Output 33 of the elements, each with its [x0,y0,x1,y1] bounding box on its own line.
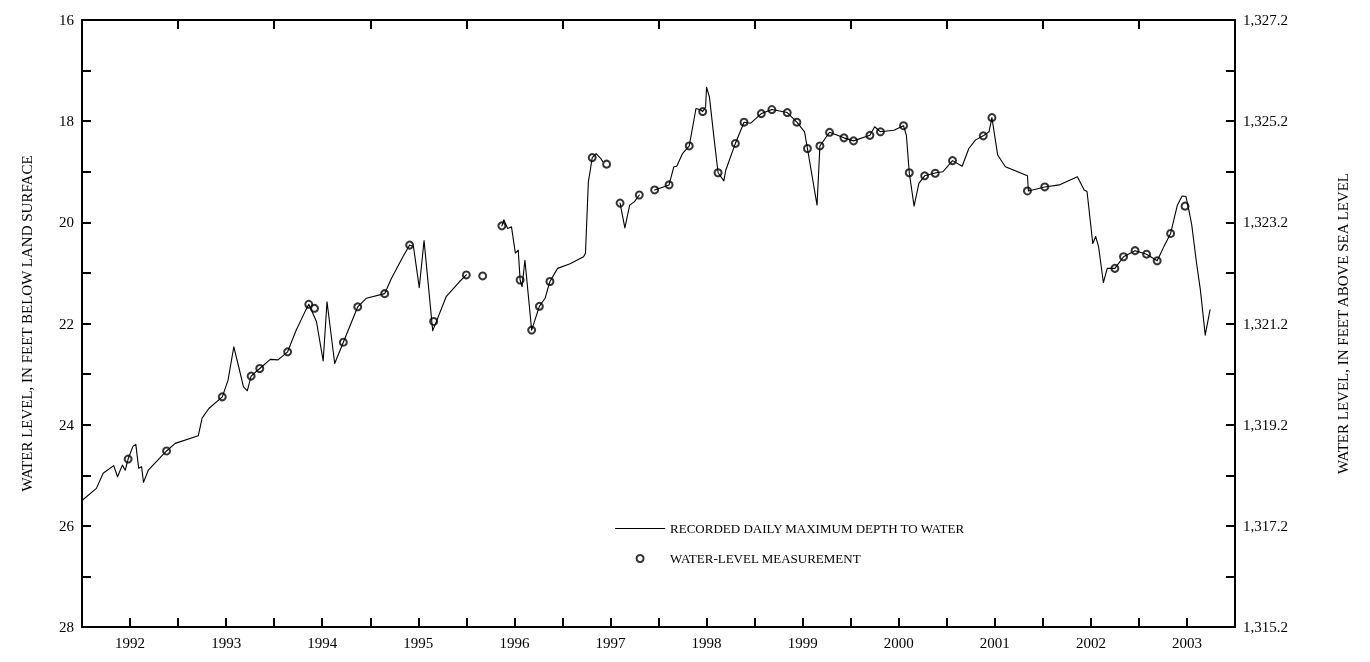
x-tick-label: 1999 [787,634,818,651]
point [310,303,320,313]
y2-tick-label: 1,317.2 [1243,517,1288,534]
y-tick-label: 26 [59,517,75,534]
x-tick-label: 2001 [979,634,1010,651]
y2-tick-label: 1,319.2 [1243,416,1288,433]
x-tick-label: 1993 [211,634,242,651]
x-tick-label: 1994 [307,634,338,651]
y2-tick-label: 1,321.2 [1243,315,1288,332]
x-tick-label: 1992 [115,634,146,651]
point [602,159,612,169]
y-tick-label: 18 [59,113,74,130]
y-tick-label: 16 [59,12,75,28]
y-tick-label: 24 [59,416,75,433]
x-tick-label: 2002 [1075,634,1106,651]
y-tick-label: 22 [59,315,74,332]
y2-tick-label: 1,323.2 [1243,214,1288,231]
y2-tick-label: 1,315.2 [1243,619,1288,635]
x-tick-label: 2000 [883,634,914,651]
y2-tick-label: 1,327.2 [1243,12,1288,28]
point [478,271,488,281]
x-tick-label: 1996 [499,634,530,651]
y-tick-label: 20 [59,214,74,231]
y2-axis-title: WATER LEVEL, IN FEET ABOVE SEA LEVEL [1334,173,1351,474]
x-tick-label: 1998 [691,634,722,651]
y-axis-title: WATER LEVEL, IN FEET BELOW LAND SURFACE [18,155,35,492]
x-tick-label: 1995 [403,634,434,651]
y-tick-label: 28 [59,619,74,635]
y2-tick-label: 1,325.2 [1243,113,1288,130]
x-tick-label: 2003 [1171,634,1202,651]
legend-label: WATER-LEVEL MEASUREMENT [670,551,861,566]
x-tick-label: 1997 [595,634,626,651]
legend-label: RECORDED DAILY MAXIMUM DEPTH TO WATER [670,521,965,536]
